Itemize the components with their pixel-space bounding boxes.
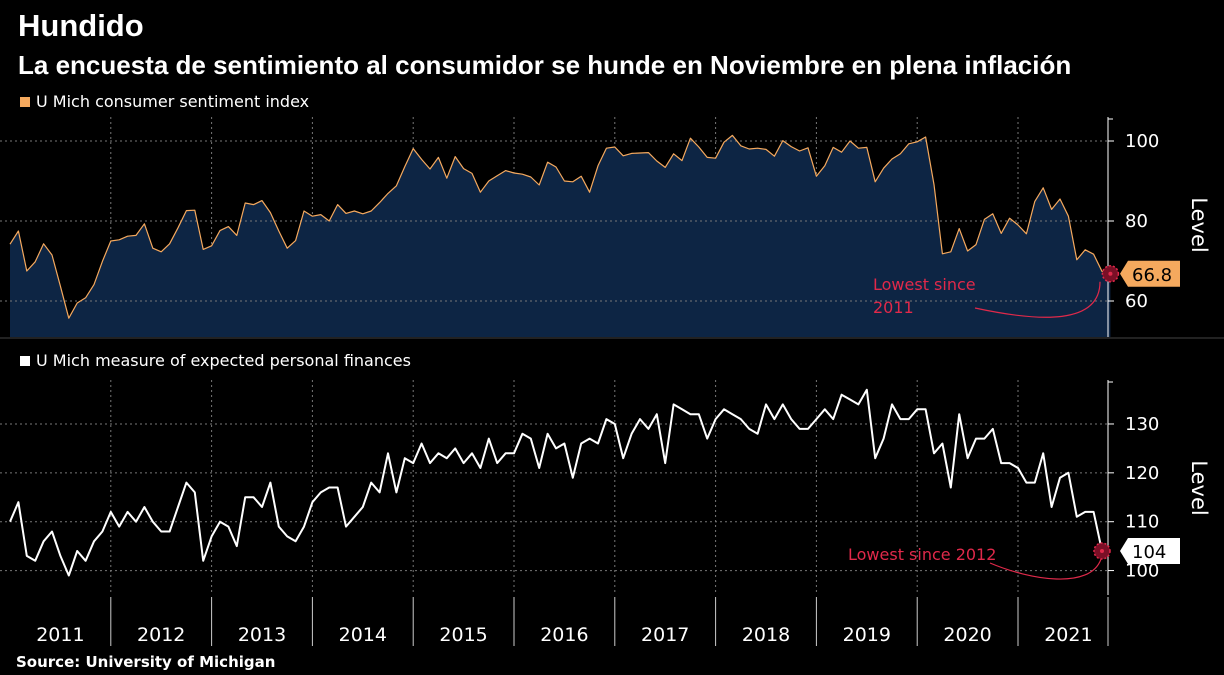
y-tick-label: 100 [1125, 561, 1159, 582]
x-year-label: 2018 [742, 624, 790, 646]
lowest-point-dot [1100, 549, 1104, 554]
lowest-point-dot [1108, 271, 1113, 276]
y-tick-label: 100 [1125, 131, 1159, 152]
x-year-label: 2015 [439, 624, 487, 646]
legend-label-sentiment: U Mich consumer sentiment index [36, 92, 310, 111]
y-tick-label: 80 [1125, 211, 1148, 232]
sentiment-line [9, 134, 1111, 319]
chart-title: Hundido [18, 8, 144, 43]
last-value-label: 66.8 [1132, 265, 1172, 286]
y-tick-label: 130 [1125, 414, 1159, 435]
annotation-connector [974, 281, 1101, 318]
y-axis-label: Level [1187, 197, 1211, 252]
legend-label-finances: U Mich measure of expected personal fina… [36, 351, 411, 370]
legend-finances: U Mich measure of expected personal fina… [20, 351, 411, 370]
y-tick-label: 120 [1125, 463, 1159, 484]
x-year-label: 2017 [641, 624, 689, 646]
y-tick-label: 60 [1125, 291, 1148, 312]
x-year-label: 2012 [137, 624, 185, 646]
last-value-badge [1120, 260, 1180, 287]
annotation-text-line2: 2011 [873, 298, 914, 317]
annotation-connector [989, 558, 1102, 580]
last-value-label: 104 [1132, 542, 1166, 563]
source-note: Source: University of Michigan [16, 653, 276, 671]
last-value-badge [1120, 538, 1180, 565]
x-year-label: 2011 [36, 624, 84, 646]
x-year-label: 2020 [943, 624, 991, 646]
legend-swatch-sentiment [20, 97, 30, 107]
x-year-label: 2013 [238, 624, 286, 646]
annotation-text: Lowest since [873, 275, 976, 294]
chart-subtitle: La encuesta de sentimiento al consumidor… [18, 50, 1072, 80]
y-tick-label: 110 [1125, 512, 1159, 533]
x-year-label: 2014 [339, 624, 387, 646]
legend-swatch-finances [20, 356, 30, 366]
x-year-label: 2019 [843, 624, 891, 646]
x-year-label: 2021 [1044, 624, 1092, 646]
sentiment-area [10, 135, 1111, 337]
annotation-text: Lowest since 2012 [848, 545, 996, 564]
y-axis-label: Level [1187, 460, 1211, 515]
x-year-label: 2016 [540, 624, 588, 646]
legend-sentiment: U Mich consumer sentiment index [20, 92, 309, 111]
finances-line [9, 388, 1103, 577]
